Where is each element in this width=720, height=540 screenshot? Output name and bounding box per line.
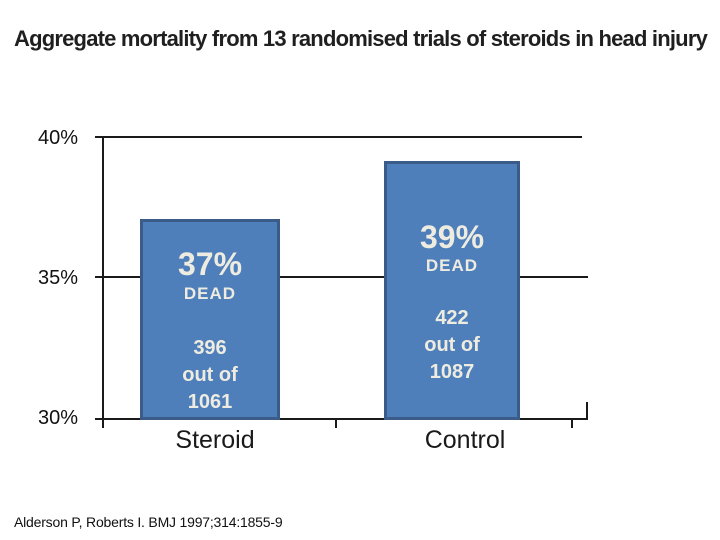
steroid-counts-label: 396 out of 1061 (143, 335, 277, 416)
control-percent-label: 39% (419, 219, 485, 255)
control-numerator: 422 (435, 307, 469, 329)
y-axis-label-35: 35% (37, 267, 78, 289)
steroid-dead-label: DEAD (183, 284, 237, 303)
citation: Alderson P, Roberts I. BMJ 1997;314:1855… (14, 514, 283, 530)
x-axis-baseline (103, 418, 588, 420)
mortality-bar-chart: 40% 35% 30% 37% DEAD 396 out of 1061 39%… (0, 120, 720, 480)
steroid-percent-label: 37% (177, 246, 243, 282)
slide-title: Aggregate mortality from 13 randomised t… (14, 26, 708, 51)
y-tick-30pct (95, 418, 103, 420)
control-denominator: 1087 (429, 361, 475, 383)
steroid-numerator: 396 (193, 337, 227, 359)
category-label-steroid: Steroid (175, 426, 255, 454)
y-tick-40pct (95, 136, 103, 138)
bar-steroid: 37% DEAD 396 out of 1061 (140, 219, 280, 420)
y-axis-line (102, 136, 104, 420)
control-out-of: out of (424, 334, 480, 356)
control-dead-label: DEAD (425, 256, 479, 275)
category-label-control: Control (424, 426, 506, 454)
x-axis-end-tick (586, 402, 588, 420)
x-tick-middle (335, 418, 337, 428)
y-axis-label-30: 30% (37, 407, 78, 429)
y-tick-35pct (95, 276, 103, 278)
steroid-out-of: out of (182, 364, 238, 386)
steroid-denominator: 1061 (187, 391, 233, 413)
control-counts-label: 422 out of 1087 (387, 305, 517, 386)
y-axis-label-40: 40% (37, 127, 78, 149)
bar-control: 39% DEAD 422 out of 1087 (384, 161, 520, 420)
gridline-35pct (103, 276, 588, 278)
x-tick-left (102, 418, 104, 428)
gridline-40pct (103, 136, 582, 138)
x-tick-right (571, 418, 573, 428)
